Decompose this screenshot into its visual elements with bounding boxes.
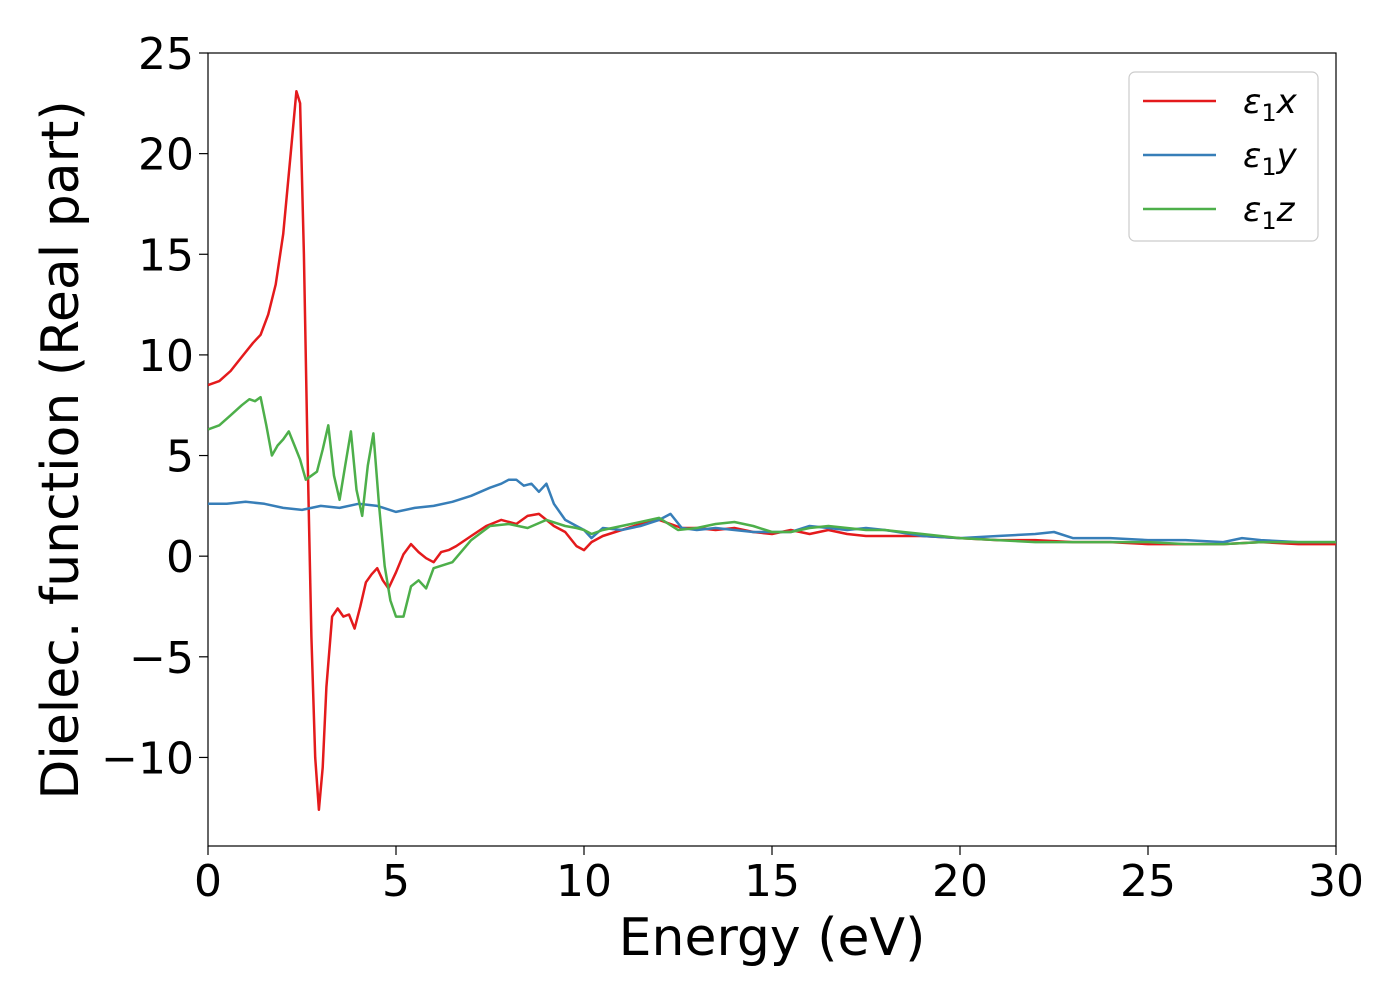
legend-frame [1128,71,1319,242]
x-tick-label: 0 [194,856,222,907]
y-tick-label: 15 [138,230,194,281]
legend-label-z: ε1z [1243,190,1296,235]
y-tick-label: 5 [166,432,194,483]
legend-label-x: ε1x [1243,82,1298,127]
x-axis: 0 5 10 15 20 25 30 [194,846,1364,907]
series-line-y [208,478,1336,544]
series-line-z [208,395,1336,618]
x-tick-label: 20 [932,856,988,907]
x-tick-label: 5 [382,856,410,907]
y-tick-label: 0 [166,532,194,583]
y-tick-label: 10 [138,331,194,382]
y-tick-label: −10 [101,733,194,784]
y-axis: −10 −5 0 5 10 15 20 25 [101,29,208,784]
series-layer [208,89,1336,812]
y-tick-label: −5 [129,633,194,684]
y-tick-label: 20 [138,130,194,181]
series-line-x [208,89,1336,812]
x-tick-label: 10 [556,856,612,907]
x-tick-label: 30 [1308,856,1364,907]
y-tick-label: 25 [138,29,194,80]
x-tick-label: 25 [1120,856,1176,907]
y-axis-title: Dielec. function (Real part) [31,100,91,799]
legend: ε1x ε1y ε1z [1128,71,1319,242]
legend-label-y: ε1y [1243,136,1298,181]
x-axis-title: Energy (eV) [619,908,926,968]
x-tick-label: 15 [744,856,800,907]
